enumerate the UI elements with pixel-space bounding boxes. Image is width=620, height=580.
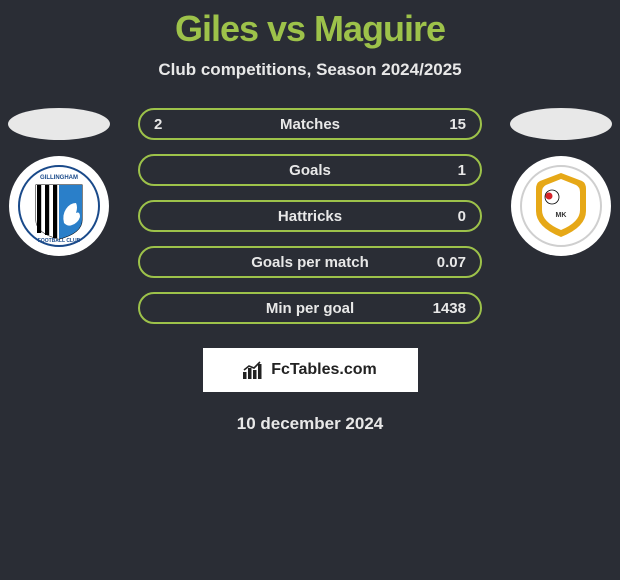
stat-label: Goals [289, 162, 331, 179]
stats-column: 2 Matches 15 Goals 1 Hattricks 0 Goals p… [138, 108, 482, 324]
chart-icon [243, 361, 265, 379]
player-right: MK [510, 108, 612, 256]
stat-label: Matches [280, 116, 340, 133]
gillingham-crest-icon: GILLINGHAM FOOTBALL CLUB [18, 165, 100, 247]
page-title: Giles vs Maguire [0, 0, 620, 50]
stat-row-hattricks: Hattricks 0 [138, 200, 482, 232]
player-left: GILLINGHAM FOOTBALL CLUB [8, 108, 110, 256]
stat-row-mpg: Min per goal 1438 [138, 292, 482, 324]
brand-logo: FcTables.com [203, 348, 418, 392]
player-silhouette-left [8, 108, 110, 140]
svg-text:MK: MK [556, 212, 567, 219]
stat-right-value: 1 [458, 162, 466, 179]
comparison-content: GILLINGHAM FOOTBALL CLUB MK [0, 108, 620, 434]
stat-row-goals: Goals 1 [138, 154, 482, 186]
stat-left-value: 2 [154, 116, 162, 133]
subtitle: Club competitions, Season 2024/2025 [0, 60, 620, 80]
stat-label: Hattricks [278, 208, 342, 225]
player-silhouette-right [510, 108, 612, 140]
stat-label: Goals per match [251, 254, 369, 271]
brand-text: FcTables.com [271, 361, 377, 379]
mkdons-crest-icon: MK [520, 165, 602, 247]
stat-row-gpm: Goals per match 0.07 [138, 246, 482, 278]
stat-right-value: 0.07 [437, 254, 466, 271]
svg-text:GILLINGHAM: GILLINGHAM [40, 175, 78, 181]
stat-right-value: 0 [458, 208, 466, 225]
club-crest-right: MK [511, 156, 611, 256]
stat-row-matches: 2 Matches 15 [138, 108, 482, 140]
stat-right-value: 1438 [433, 300, 466, 317]
club-crest-left: GILLINGHAM FOOTBALL CLUB [9, 156, 109, 256]
date-text: 10 december 2024 [0, 414, 620, 434]
stat-label: Min per goal [266, 300, 354, 317]
stat-right-value: 15 [449, 116, 466, 133]
